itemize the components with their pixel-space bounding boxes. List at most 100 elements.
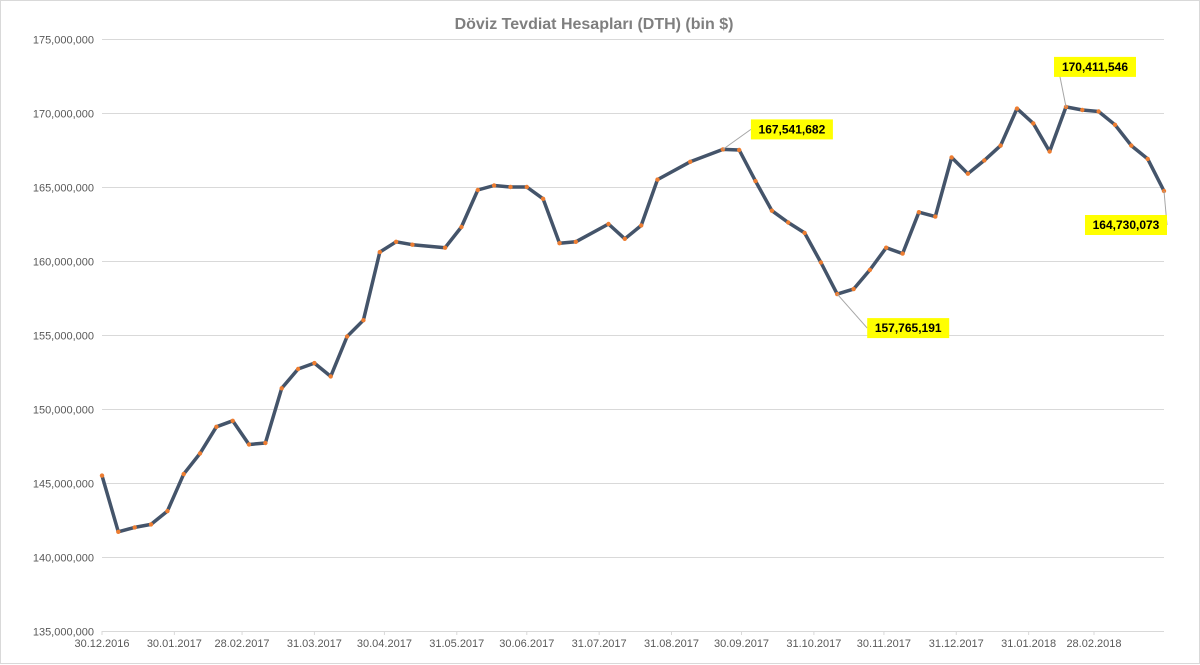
x-tick-label: 28.02.2018 — [1066, 638, 1121, 650]
data-point — [688, 159, 693, 164]
data-point — [802, 230, 807, 236]
data-point — [377, 249, 382, 255]
data-point — [361, 318, 366, 323]
data-point — [769, 208, 775, 213]
annotation-layer: 167,541,682 157,765,191 170,411,546 164,730… — [722, 56, 1168, 339]
data-point — [344, 334, 350, 339]
data-point — [949, 155, 954, 160]
x-tick-label: 31.07.2017 — [572, 638, 627, 650]
annotation-leader — [722, 128, 752, 150]
x-tick-label: 28.02.2017 — [215, 638, 270, 650]
x-tick-label: 30.09.2017 — [714, 638, 769, 650]
data-point — [279, 386, 284, 391]
data-point — [737, 147, 742, 153]
data-point — [459, 224, 464, 230]
data-point — [982, 158, 987, 163]
data-point — [1080, 107, 1085, 113]
data-point — [442, 245, 448, 250]
data-point — [540, 196, 546, 201]
y-tick-label: 145,000,000 — [33, 479, 94, 491]
y-tick-label: 175,000,000 — [33, 35, 94, 47]
data-point — [884, 245, 889, 250]
data-point — [263, 440, 268, 446]
data-label: 164,730,073 — [1093, 218, 1160, 232]
x-tick-label: 31.01.2018 — [1001, 638, 1056, 650]
x-tick-label: 30.12.2016 — [74, 638, 129, 650]
y-tick-label: 160,000,000 — [33, 257, 94, 269]
data-point — [851, 286, 856, 292]
data-point — [998, 143, 1003, 148]
data-point — [181, 471, 186, 477]
data-point — [295, 366, 301, 372]
annotation-leader — [836, 293, 868, 329]
data-point — [197, 451, 203, 456]
data-label: 167,541,682 — [759, 122, 826, 136]
y-tick-label: 150,000,000 — [33, 405, 94, 417]
data-point — [573, 239, 578, 244]
data-point — [214, 424, 219, 429]
data-point — [508, 184, 513, 190]
data-point — [491, 183, 497, 188]
data-label: 157,765,191 — [875, 321, 942, 335]
data-point — [393, 239, 399, 244]
data-point — [1031, 121, 1036, 126]
x-tick-label: 31.05.2017 — [429, 638, 484, 650]
x-tick-label: 31.10.2017 — [786, 638, 841, 650]
series-line — [100, 105, 1166, 534]
data-point — [1096, 109, 1101, 114]
data-point — [246, 442, 252, 447]
data-point — [116, 529, 121, 534]
annotation-box — [867, 318, 950, 339]
data-point — [965, 171, 971, 176]
data-point — [312, 360, 317, 366]
x-tick-label: 30.04.2017 — [357, 638, 412, 650]
data-point — [818, 260, 824, 265]
annotation-box — [1085, 215, 1167, 235]
data-point — [132, 525, 137, 530]
data-point — [165, 508, 170, 514]
gridlines — [102, 39, 1164, 632]
annotation-box — [750, 119, 833, 140]
data-point — [1047, 149, 1052, 154]
data-label: 170,411,546 — [1062, 60, 1128, 74]
data-point — [933, 214, 938, 219]
x-tick-label: 31.08.2017 — [644, 638, 699, 650]
data-point — [900, 251, 905, 256]
data-point — [230, 418, 235, 423]
x-tick-label: 30.01.2017 — [147, 638, 202, 650]
data-point — [1063, 104, 1069, 110]
data-point — [1014, 106, 1020, 111]
y-tick-label: 165,000,000 — [33, 183, 94, 195]
x-tick-label: 31.12.2017 — [929, 638, 984, 650]
data-point — [916, 210, 922, 215]
data-point — [1112, 122, 1118, 128]
data-point — [475, 187, 480, 193]
data-point — [1129, 143, 1134, 148]
data-point — [867, 267, 873, 273]
data-point — [328, 374, 333, 379]
y-tick-label: 135,000,000 — [33, 627, 94, 639]
data-point — [786, 220, 791, 225]
data-point — [639, 223, 644, 228]
series-layer — [99, 104, 1167, 534]
data-point — [524, 184, 529, 190]
data-point — [655, 177, 660, 182]
y-tick-label: 170,000,000 — [33, 109, 94, 121]
data-point — [557, 241, 562, 246]
data-point — [99, 473, 105, 478]
annotation-box — [1054, 56, 1136, 77]
x-tick-label: 31.03.2017 — [287, 638, 342, 650]
y-tick-label: 140,000,000 — [33, 553, 94, 565]
data-point — [753, 178, 758, 184]
y-tick-label: 155,000,000 — [33, 331, 94, 343]
y-axis: 135,000,000 140,000,000 145,000,000 150,000… — [33, 35, 94, 639]
data-point — [410, 242, 415, 247]
x-tick-label: 30.11.2017 — [857, 638, 911, 650]
x-tick-label: 30.06.2017 — [499, 638, 554, 650]
data-point — [148, 522, 154, 527]
x-axis: 30.12.2016 30.01.2017 28.02.2017 31.03.2017… — [74, 631, 1122, 650]
chart-title: Döviz Tevdiat Hesapları (DTH) (bin $) — [455, 16, 734, 33]
data-point — [606, 221, 611, 227]
